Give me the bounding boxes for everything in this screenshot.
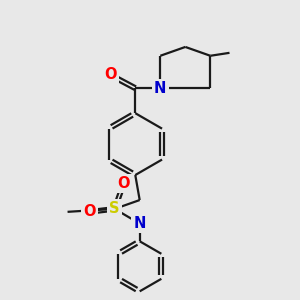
Text: O: O — [83, 204, 96, 219]
Text: N: N — [134, 216, 146, 231]
Text: O: O — [117, 176, 130, 191]
Text: N: N — [154, 81, 167, 96]
Text: O: O — [104, 68, 116, 82]
Text: S: S — [110, 201, 120, 216]
